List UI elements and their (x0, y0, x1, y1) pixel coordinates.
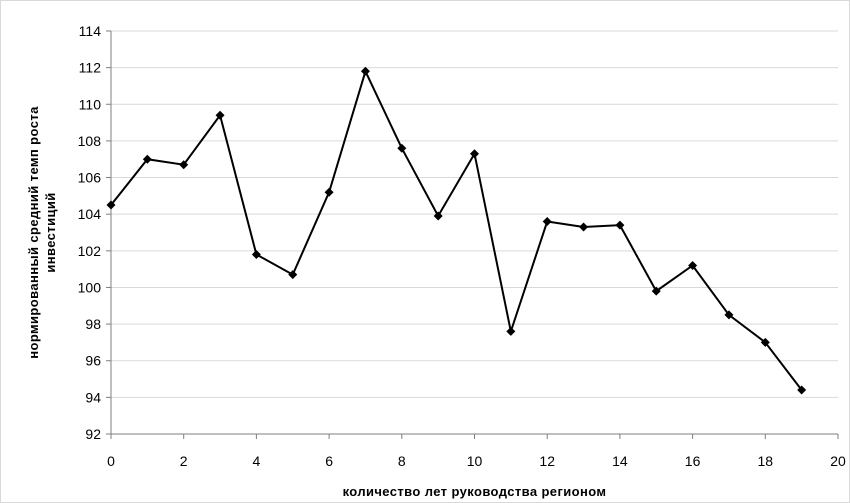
gridlines (111, 30, 838, 398)
x-tick-label: 16 (685, 453, 701, 469)
x-tick-label: 12 (539, 453, 555, 469)
series-group (106, 66, 807, 395)
data-point-marker (142, 154, 152, 164)
x-tick-label: 18 (758, 453, 774, 469)
data-point-marker (251, 249, 261, 259)
data-point-marker (215, 110, 225, 120)
y-tick-label: 114 (79, 23, 102, 39)
data-point-marker (542, 217, 552, 227)
y-tick-label: 102 (78, 243, 102, 259)
y-tick-label: 98 (85, 316, 101, 332)
data-point-marker (288, 270, 298, 280)
y-tick-label: 96 (85, 353, 101, 369)
x-tick-labels: 0 2 4 6 8 10 12 14 16 18 20 (107, 453, 846, 469)
x-tick-label: 2 (180, 453, 188, 469)
data-point-marker (179, 160, 189, 170)
data-point-marker (688, 260, 698, 270)
x-tick-label: 0 (107, 453, 115, 469)
axes (106, 30, 839, 439)
x-axis-title: количество лет руководства регионом (343, 484, 607, 499)
data-point-marker (797, 385, 807, 395)
y-axis-title-line-1: нормированный средний темп роста (26, 106, 41, 359)
y-tick-labels: 92 94 96 98 100 102 104 106 108 110 112 114 (78, 23, 102, 442)
x-tick-label: 4 (253, 453, 261, 469)
y-tick-label: 112 (79, 60, 102, 76)
y-tick-label: 104 (78, 206, 102, 222)
data-point-marker (615, 220, 625, 230)
x-tick-label: 6 (325, 453, 333, 469)
data-point-marker (360, 66, 370, 76)
y-tick-label: 94 (85, 389, 101, 405)
data-point-marker (470, 149, 479, 159)
series-line (110, 68, 803, 391)
x-tick-label: 14 (612, 453, 628, 469)
data-point-marker (724, 310, 734, 320)
data-point-marker (579, 222, 589, 232)
x-tick-label: 8 (398, 453, 406, 469)
data-point-marker (324, 187, 334, 197)
x-tick-label: 20 (830, 453, 846, 469)
y-axis-title-line-2: инвестиций (43, 192, 58, 272)
data-point-marker (106, 200, 116, 210)
y-tick-label: 110 (79, 96, 102, 112)
data-point-marker (397, 143, 407, 153)
data-point-marker (506, 326, 516, 336)
y-tick-label: 106 (78, 170, 102, 186)
y-tick-label: 108 (78, 133, 102, 149)
data-point-marker (651, 286, 661, 296)
y-tick-label: 92 (85, 426, 101, 442)
data-point-marker (760, 337, 770, 347)
data-point-marker (433, 211, 443, 221)
x-tick-label: 10 (467, 453, 483, 469)
y-tick-label: 100 (78, 279, 102, 295)
